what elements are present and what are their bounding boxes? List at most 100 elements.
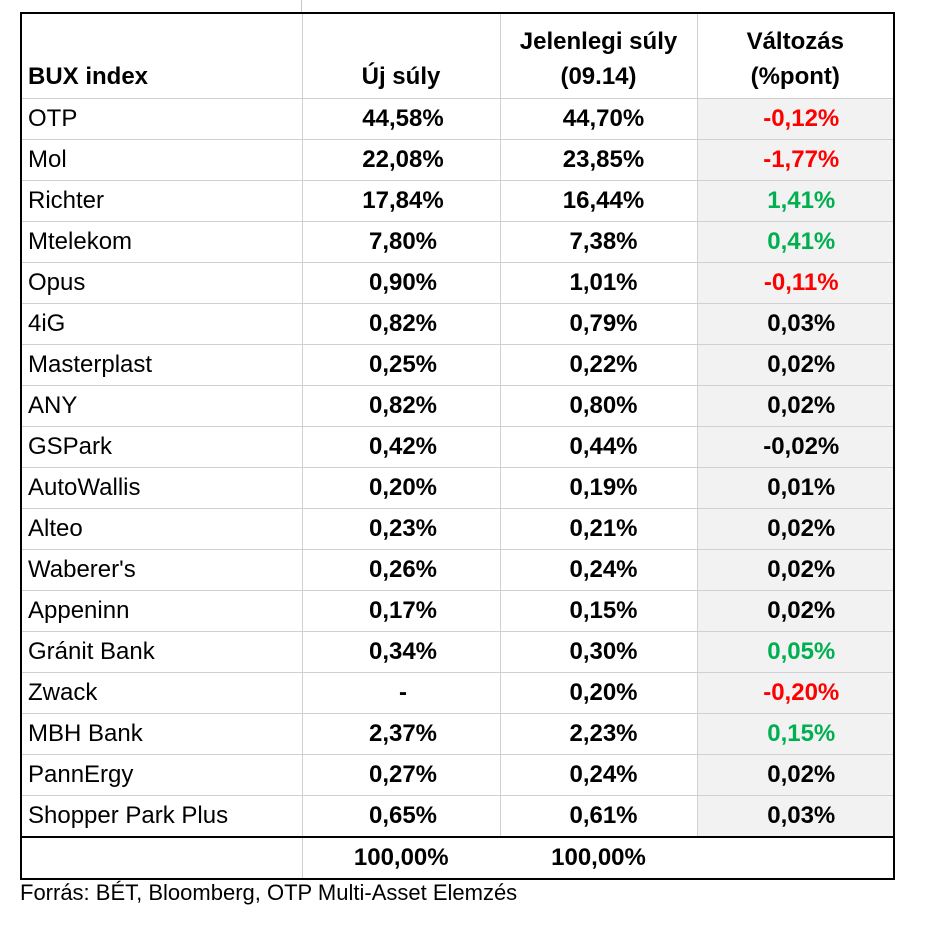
new-weight-cell: 44,58% (301, 98, 500, 140)
new-weight-cell: 0,82% (301, 303, 500, 345)
stock-name-cell: Richter (21, 180, 302, 222)
current-weight-cell: 23,85% (499, 139, 697, 181)
change-cell: 0,01% (696, 467, 894, 509)
stock-name-cell: Gránit Bank (21, 631, 302, 673)
current-weight-cell: 2,23% (499, 713, 697, 755)
new-weight-cell: 0,25% (301, 344, 500, 386)
table-header: BUX index Új súly Jelenlegi súly (09.14)… (21, 13, 894, 99)
change-cell: 0,02% (696, 754, 894, 796)
change-cell: -0,12% (696, 98, 894, 140)
current-weight-cell: 0,15% (499, 590, 697, 632)
stock-name-cell: GSPark (21, 426, 302, 468)
change-cell: 0,03% (696, 303, 894, 345)
change-cell: 1,41% (696, 180, 894, 222)
table-row: Alteo 0,23% 0,21% 0,02% (21, 508, 894, 550)
total-current-weight: 100,00% (551, 844, 646, 871)
table-row: Richter 17,84% 16,44% 1,41% (21, 180, 894, 222)
change-cell: 0,41% (696, 221, 894, 263)
stock-name-cell: Waberer's (21, 549, 302, 591)
current-weight-cell: 0,44% (499, 426, 697, 468)
header-row: BUX index Új súly Jelenlegi súly (09.14)… (21, 13, 894, 99)
new-weight-cell: 0,34% (301, 631, 500, 673)
current-weight-cell: 0,20% (499, 672, 697, 714)
current-weight-cell: 0,30% (499, 631, 697, 673)
stock-name-cell: Shopper Park Plus (21, 795, 302, 838)
table-row: 4iG 0,82% 0,79% 0,03% (21, 303, 894, 345)
stock-name-cell: PannErgy (21, 754, 302, 796)
header-current-weight: Jelenlegi súly (09.14) (499, 13, 697, 99)
header-change-line2: (%pont) (750, 63, 840, 90)
table-row: AutoWallis 0,20% 0,19% 0,01% (21, 467, 894, 509)
change-cell: -0,02% (696, 426, 894, 468)
new-weight-cell: 22,08% (301, 139, 500, 181)
new-weight-cell: 0,26% (301, 549, 500, 591)
change-cell: -1,77% (696, 139, 894, 181)
total-change-cell (697, 837, 894, 879)
header-current-weight-line1: Jelenlegi súly (519, 28, 678, 55)
stock-name-cell: ANY (21, 385, 302, 427)
table-row: Gránit Bank 0,34% 0,30% 0,05% (21, 631, 894, 673)
new-weight-cell: 0,20% (301, 467, 500, 509)
source-note: Forrás: BÉT, Bloomberg, OTP Multi-Asset … (20, 880, 518, 905)
stock-name-cell: MBH Bank (21, 713, 302, 755)
table-row: OTP 44,58% 44,70% -0,12% (21, 98, 894, 140)
table-row: PannErgy 0,27% 0,24% 0,02% (21, 754, 894, 796)
table-row: MBH Bank 2,37% 2,23% 0,15% (21, 713, 894, 755)
new-weight-cell: 0,42% (301, 426, 500, 468)
new-weight-cell: 0,82% (301, 385, 500, 427)
current-weight-cell: 16,44% (499, 180, 697, 222)
new-weight-cell: - (301, 672, 500, 714)
header-bux-index: BUX index (21, 13, 302, 99)
current-weight-cell: 44,70% (499, 98, 697, 140)
change-cell: 0,15% (696, 713, 894, 755)
new-weight-cell: 0,17% (301, 590, 500, 632)
header-current-weight-line2: (09.14) (560, 63, 637, 90)
table-row: Zwack -0,20% -0,20% (21, 672, 894, 714)
change-cell: -0,11% (696, 262, 894, 304)
gridline-top (301, 0, 302, 14)
change-cell: 0,02% (696, 508, 894, 550)
new-weight-cell: 17,84% (301, 180, 500, 222)
new-weight-cell: 7,80% (301, 221, 500, 263)
stock-name-cell: Appeninn (21, 590, 302, 632)
change-cell: 0,02% (696, 344, 894, 386)
stock-name-cell: Opus (21, 262, 302, 304)
table-row: Mtelekom 7,80% 7,38% 0,41% (21, 221, 894, 263)
stock-name-cell: Alteo (21, 508, 302, 550)
table-row: Waberer's 0,26% 0,24% 0,02% (21, 549, 894, 591)
totals-row: 100,00% 100,00% (21, 837, 894, 879)
change-cell: 0,02% (696, 549, 894, 591)
table-body: OTP 44,58% 44,70% -0,12% Mol 22,08% 23,85% -1,7… (21, 98, 894, 838)
stock-name-cell: AutoWallis (21, 467, 302, 509)
current-weight-cell: 0,80% (499, 385, 697, 427)
table-row: Masterplast 0,25% 0,22% 0,02% (21, 344, 894, 386)
new-weight-cell: 0,65% (301, 795, 500, 838)
change-cell: -0,20% (696, 672, 894, 714)
new-weight-cell: 2,37% (301, 713, 500, 755)
stock-name-cell: Mtelekom (21, 221, 302, 263)
stock-name-cell: OTP (21, 98, 302, 140)
current-weight-cell: 0,19% (499, 467, 697, 509)
current-weight-cell: 1,01% (499, 262, 697, 304)
current-weight-cell: 0,22% (499, 344, 697, 386)
new-weight-cell: 0,27% (301, 754, 500, 796)
change-cell: 0,02% (696, 590, 894, 632)
new-weight-cell: 0,23% (301, 508, 500, 550)
table-row: GSPark 0,42% 0,44% -0,02% (21, 426, 894, 468)
change-cell: 0,02% (696, 385, 894, 427)
table-footer: 100,00% 100,00% (21, 837, 894, 879)
current-weight-cell: 0,24% (499, 754, 697, 796)
stock-name-cell: Mol (21, 139, 302, 181)
header-change: Változás (%pont) (696, 13, 894, 99)
stock-name-cell: 4iG (21, 303, 302, 345)
table-row: Opus 0,90% 1,01% -0,11% (21, 262, 894, 304)
current-weight-cell: 0,79% (499, 303, 697, 345)
change-cell: 0,03% (696, 795, 894, 838)
stock-name-cell: Masterplast (21, 344, 302, 386)
totals-label-cell (21, 837, 302, 879)
header-change-line1: Változás (746, 28, 844, 55)
bux-weights-table: BUX index Új súly Jelenlegi súly (09.14)… (20, 12, 895, 880)
new-weight-cell: 0,90% (301, 262, 500, 304)
stock-name-cell: Zwack (21, 672, 302, 714)
current-weight-cell: 0,24% (499, 549, 697, 591)
